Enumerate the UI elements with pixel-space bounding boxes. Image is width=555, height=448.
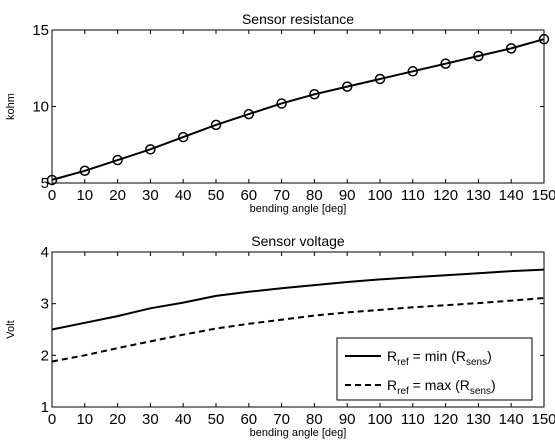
sensor-voltage-chart: Sensor voltage 0 10 20 30 40 50 60 70 80 90 100 110 1… <box>5 233 555 439</box>
legend-text-part: R <box>387 348 397 364</box>
data-point <box>145 144 156 155</box>
x-tick-label: 120 <box>433 187 458 204</box>
data-point <box>46 174 58 186</box>
x-axis-label: bending angle [deg] <box>250 203 347 215</box>
x-tick-label: 20 <box>109 187 126 204</box>
x-tick-label: 80 <box>306 411 323 428</box>
x-tick-label: 150 <box>531 187 555 204</box>
y-tick-label: 15 <box>32 22 49 39</box>
data-point <box>473 50 484 62</box>
y-tick-label: 1 <box>41 399 49 416</box>
sensor-resistance-chart: Sensor resistance 0 10 20 30 40 50 60 70 80 90 100 1… <box>5 11 555 215</box>
x-tick-label: 130 <box>466 187 491 204</box>
legend-text-part: ref <box>397 357 409 368</box>
x-tick-label: 90 <box>339 411 356 428</box>
y-tick-label: 5 <box>41 175 49 192</box>
y-axis-label: kohm <box>5 93 17 120</box>
x-tick-label: 20 <box>109 411 126 428</box>
legend-entry-0: Rref = min (Rsens) <box>387 348 492 368</box>
data-point <box>112 154 123 166</box>
x-tick-label: 80 <box>306 187 323 204</box>
x-tick-label: 140 <box>499 187 524 204</box>
data-point <box>538 33 550 45</box>
legend: Rref = min (Rsens)Rref = max (Rsens) <box>336 337 533 401</box>
x-tick-label: 120 <box>433 411 458 428</box>
legend-text-part: = min (R <box>409 348 466 364</box>
y-tick-label: 2 <box>41 347 49 364</box>
series-line-1 <box>51 297 545 363</box>
x-tick-label: 130 <box>466 411 491 428</box>
x-tick-label: 60 <box>240 411 257 428</box>
y-tick-label: 10 <box>32 99 49 116</box>
data-point <box>276 98 287 109</box>
data-point <box>79 165 91 177</box>
x-tick-label: 70 <box>273 411 290 428</box>
x-tick-label: 90 <box>339 187 356 204</box>
x-tick-label: 10 <box>76 411 93 428</box>
x-tick-label: 50 <box>208 187 225 204</box>
legend-text-part: ) <box>487 348 492 364</box>
chart-title: Sensor resistance <box>242 11 354 27</box>
x-tick-label: 30 <box>142 411 159 428</box>
data-point <box>505 43 517 54</box>
x-tick-label: 60 <box>240 187 257 204</box>
chart-title: Sensor voltage <box>251 233 345 249</box>
x-tick-label: 30 <box>142 187 159 204</box>
data-point <box>210 119 222 131</box>
data-point <box>374 73 386 85</box>
series-line-0 <box>51 268 545 331</box>
x-tick-label: 40 <box>175 411 192 428</box>
x-tick-label: 100 <box>367 187 392 204</box>
legend-text-part: sens <box>470 386 491 397</box>
data-point <box>177 131 189 143</box>
x-tick-label: 100 <box>367 411 392 428</box>
legend-text-part: ref <box>397 386 409 397</box>
x-tick-label: 0 <box>48 411 56 428</box>
x-tick-label: 50 <box>208 411 225 428</box>
legend-box <box>336 337 533 401</box>
legend-text-part: ) <box>491 377 496 393</box>
data-point <box>243 108 255 120</box>
x-tick-label: 110 <box>401 411 425 428</box>
legend-text-part: sens <box>466 357 487 368</box>
x-tick-label: 150 <box>531 411 555 428</box>
data-point <box>407 66 419 77</box>
x-tick-label: 110 <box>401 187 425 204</box>
y-tick-label: 4 <box>41 244 49 261</box>
legend-text-part: R <box>387 377 397 393</box>
x-tick-label: 70 <box>273 187 290 204</box>
data-point <box>341 81 353 92</box>
data-point <box>309 89 320 100</box>
x-axis-label: bending angle [deg] <box>250 427 347 439</box>
y-tick-label: 3 <box>41 296 49 313</box>
x-tick-label: 140 <box>499 411 524 428</box>
series-line-0 <box>51 38 545 181</box>
legend-entry-1: Rref = max (Rsens) <box>387 377 496 397</box>
x-tick-label: 10 <box>76 187 93 204</box>
y-axis-label: Volt <box>5 320 17 338</box>
x-tick-label: 0 <box>48 187 56 204</box>
x-tick-label: 40 <box>175 187 192 204</box>
legend-text-part: = max (R <box>409 377 470 393</box>
plot-frame <box>51 29 545 184</box>
data-point <box>440 58 451 69</box>
